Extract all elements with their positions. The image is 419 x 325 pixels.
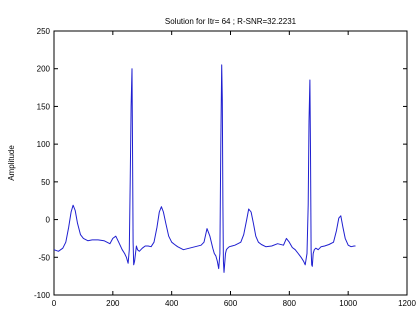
y-tick-label: 100 [37,140,51,149]
x-tick-label: 600 [224,299,238,308]
y-tick-label: 250 [37,27,51,36]
x-tick-label: 200 [106,299,120,308]
x-tick-label: 0 [52,299,57,308]
y-tick-label: 50 [41,178,50,187]
y-axis-label: Amplitude [7,145,16,181]
series-line [53,64,356,273]
x-tick-label: 1000 [339,299,357,308]
plot-area [53,30,408,296]
x-tick-label: 800 [283,299,297,308]
y-tick-label: 150 [37,102,51,111]
y-tick-label: 200 [37,65,51,74]
series-group [53,64,356,273]
y-tick-label: -50 [38,253,50,262]
x-tick-label: 1200 [398,299,416,308]
y-tick-label: -100 [34,291,51,300]
ticks: 0 200 400 600 800 1000 1200 -100 -50 0 50 100 150 200… [34,27,416,308]
y-tick-label: 0 [46,216,51,225]
x-tick-label: 400 [165,299,179,308]
chart-title: Solution for Itr= 64 ; R-SNR=32.2231 [165,17,297,26]
